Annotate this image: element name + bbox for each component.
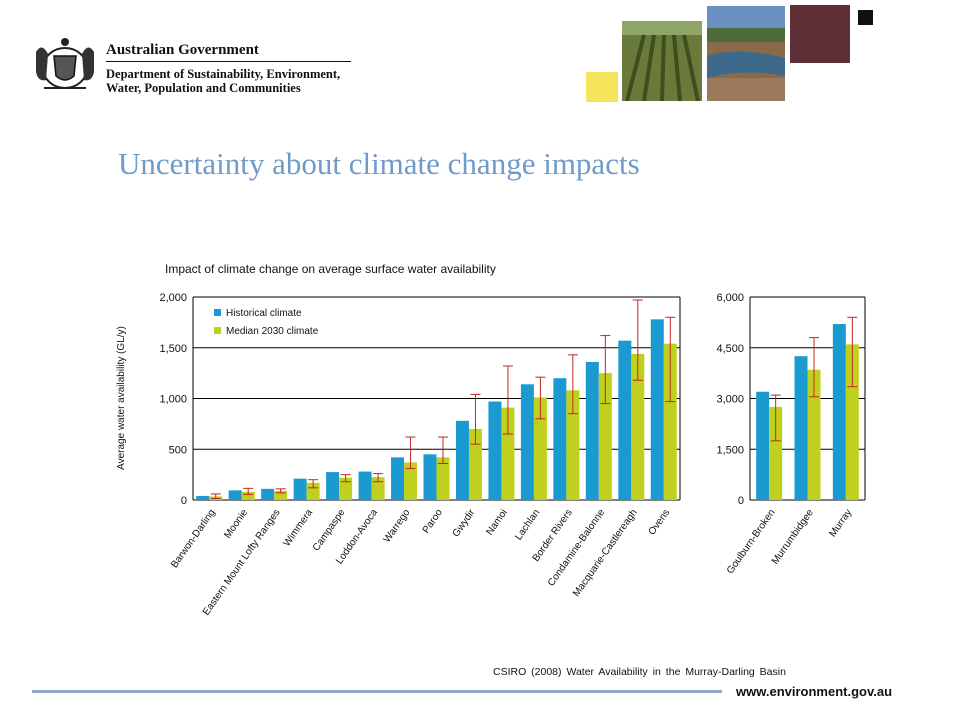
bar-historical bbox=[794, 356, 808, 500]
y-tick-label: 6,000 bbox=[716, 292, 744, 304]
x-category-label: Condamine-Balonne bbox=[546, 507, 608, 588]
government-logo: Australian Government Department of Sust… bbox=[30, 32, 351, 102]
y-tick-label: 4,500 bbox=[716, 343, 744, 355]
x-category-label: Ovens bbox=[647, 507, 673, 537]
bar-historical bbox=[618, 340, 632, 500]
bar-historical bbox=[196, 495, 210, 500]
bar-historical bbox=[228, 490, 242, 500]
bar-median-2030 bbox=[501, 407, 515, 500]
x-category-label: Paroo bbox=[421, 507, 446, 536]
bar-historical bbox=[455, 420, 469, 500]
bar-median-2030 bbox=[631, 353, 645, 500]
slide-title: Uncertainty about climate change impacts bbox=[118, 146, 640, 181]
x-category-label: Goulburn-Broken bbox=[725, 507, 778, 576]
bar-historical bbox=[293, 478, 307, 500]
bar-historical bbox=[423, 454, 437, 500]
bar-median-2030 bbox=[769, 406, 783, 500]
legend-label-historical: Historical climate bbox=[226, 308, 302, 319]
bar-median-2030 bbox=[598, 373, 612, 500]
bar-median-2030 bbox=[339, 477, 353, 500]
legend-swatch-historical bbox=[214, 309, 221, 316]
x-category-label: Warrego bbox=[382, 507, 413, 545]
x-category-label: Murray bbox=[827, 507, 854, 539]
bar-median-2030 bbox=[663, 343, 677, 500]
y-axis-title: Average water availability (GL/y) bbox=[116, 326, 127, 470]
bar-median-2030 bbox=[436, 457, 450, 500]
bar-historical bbox=[488, 401, 502, 500]
legend-swatch-median-2030 bbox=[214, 327, 221, 334]
department-line-2: Water, Population and Communities bbox=[106, 81, 301, 95]
x-category-label: Macquarie-Castlereagh bbox=[571, 507, 640, 598]
bar-median-2030 bbox=[209, 496, 223, 500]
source-citation: CSIRO (2008) Water Availability in the M… bbox=[493, 666, 786, 678]
crop-field-photo bbox=[622, 21, 702, 101]
x-category-label: Barwon-Darling bbox=[169, 507, 218, 570]
chart-title: Impact of climate change on average surf… bbox=[165, 262, 496, 276]
bar-median-2030 bbox=[274, 490, 288, 500]
bar-historical bbox=[756, 391, 770, 500]
x-category-label: Eastern Mount Lofty Ranges bbox=[201, 507, 283, 617]
department-name: Department of Sustainability, Environmen… bbox=[106, 67, 340, 95]
bar-historical bbox=[326, 472, 340, 500]
y-tick-label: 500 bbox=[169, 444, 187, 456]
y-tick-label: 0 bbox=[738, 495, 744, 507]
bar-historical bbox=[832, 324, 846, 500]
black-square bbox=[858, 10, 873, 25]
bar-historical bbox=[358, 471, 372, 500]
coat-of-arms-icon bbox=[36, 38, 94, 89]
department-line-1: Department of Sustainability, Environmen… bbox=[106, 67, 341, 81]
x-category-label: Gwydir bbox=[451, 507, 478, 539]
government-title: Australian Government bbox=[106, 42, 259, 58]
bar-historical bbox=[261, 488, 275, 500]
bar-median-2030 bbox=[807, 369, 821, 500]
title-divider bbox=[106, 61, 351, 62]
bar-median-2030 bbox=[371, 477, 385, 500]
bar-median-2030 bbox=[566, 390, 580, 500]
bar-median-2030 bbox=[468, 428, 482, 500]
river-landscape-photo bbox=[707, 6, 785, 101]
x-category-label: Campaspe bbox=[311, 507, 348, 553]
maroon-square bbox=[790, 5, 850, 63]
footer-url[interactable]: www.environment.gov.au bbox=[736, 684, 893, 699]
legend-label-median-2030: Median 2030 climate bbox=[226, 326, 319, 337]
yellow-square bbox=[586, 72, 618, 102]
y-tick-label: 1,500 bbox=[716, 444, 744, 456]
footer-divider bbox=[32, 690, 722, 693]
bar-historical bbox=[520, 384, 534, 500]
y-tick-label: 0 bbox=[181, 495, 187, 507]
x-category-label: Murrumbidgee bbox=[770, 507, 816, 566]
bar-median-2030 bbox=[845, 344, 859, 500]
bar-historical bbox=[553, 378, 567, 500]
x-category-label: Namoi bbox=[484, 507, 510, 537]
x-category-label: Border Rivers bbox=[531, 507, 575, 563]
bar-median-2030 bbox=[306, 482, 320, 500]
y-tick-label: 3,000 bbox=[716, 394, 744, 406]
x-category-label: Moonie bbox=[222, 507, 250, 541]
bar-median-2030 bbox=[241, 491, 255, 500]
y-tick-label: 2,000 bbox=[159, 292, 187, 304]
x-category-label: Wimmera bbox=[282, 507, 316, 549]
bar-median-2030 bbox=[533, 397, 547, 500]
x-category-label: Loddon-Avoca bbox=[334, 507, 380, 566]
x-category-label: Lachlan bbox=[513, 507, 542, 542]
bar-historical bbox=[391, 457, 405, 500]
bar-historical bbox=[650, 319, 664, 500]
y-tick-label: 1,500 bbox=[159, 343, 187, 355]
bar-median-2030 bbox=[404, 462, 418, 500]
y-tick-label: 1,000 bbox=[159, 394, 187, 406]
bar-historical bbox=[585, 361, 599, 500]
